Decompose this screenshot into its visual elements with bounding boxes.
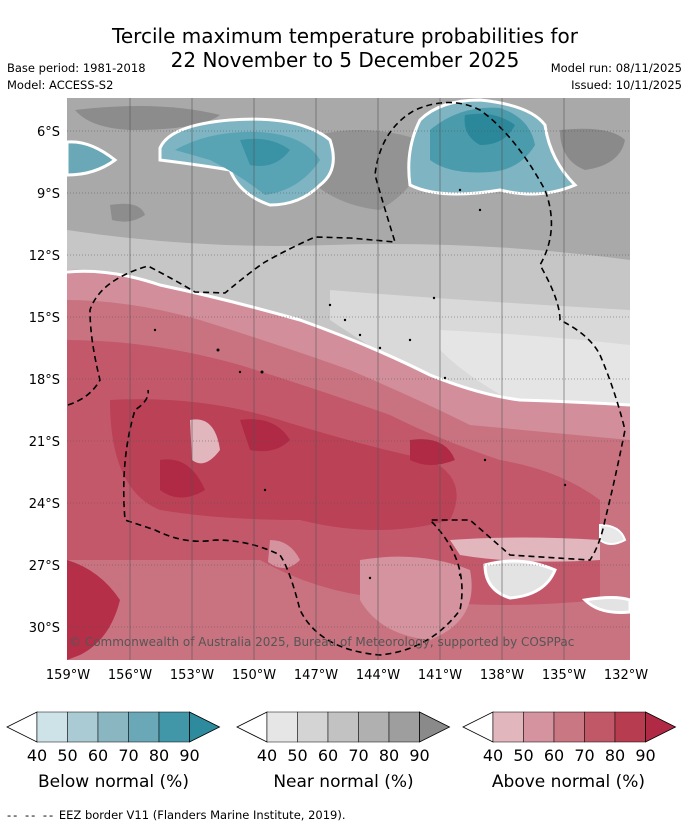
colorbar-tick-label: 60	[88, 746, 108, 765]
colorbar-tick-label: 70	[574, 746, 594, 765]
colorbars: 40 50 60 70 80 90 40 50 60 70 80 90 40 50 60 70 80 90	[6, 711, 677, 765]
gridlines	[67, 130, 630, 628]
lon-tick: 135°W	[542, 668, 586, 683]
colorbar-segment	[358, 711, 390, 743]
lat-tick: 24°S	[29, 497, 60, 512]
above-normal-title: Above normal (%)	[491, 772, 646, 792]
eez-borders	[67, 101, 626, 656]
below-normal-title: Below normal (%)	[38, 772, 189, 792]
colorbar-segment	[128, 711, 160, 743]
lat-tick: 6°S	[37, 125, 60, 140]
chart-title-line2: 22 November to 5 December 2025	[170, 48, 520, 72]
lon-tick: 138°W	[480, 668, 524, 683]
base-period-label: Base period: 1981-2018	[7, 61, 146, 75]
colorbar-extend-high	[189, 711, 221, 743]
island-markers	[153, 188, 567, 580]
issued-label: Issued: 10/11/2025	[571, 78, 682, 92]
colorbar-segment	[36, 711, 68, 743]
colorbar-segment	[388, 711, 420, 743]
colorbar-extend-low	[236, 711, 268, 743]
colorbar-tick-label: 80	[605, 746, 625, 765]
chart-title-line1: Tercile maximum temperature probabilitie…	[112, 24, 578, 48]
lon-tick: 153°W	[170, 668, 214, 683]
colorbar-extend-high	[419, 711, 451, 743]
colorbar-extend-low	[6, 711, 38, 743]
colorbar-segment	[158, 711, 190, 743]
eez-dash-legend: -- -- --	[7, 808, 56, 822]
colorbar-segment	[327, 711, 359, 743]
colorbar-tick-label: 80	[149, 746, 169, 765]
above-colorbar: 40 50 60 70 80 90	[462, 711, 677, 765]
colorbar-tick-label: 50	[513, 746, 533, 765]
lat-tick: 18°S	[29, 373, 60, 388]
colorbar-tick-label: 40	[27, 746, 47, 765]
colorbar-tick-label: 40	[483, 746, 503, 765]
latitude-axis: 6°S 9°S 12°S 15°S 18°S 21°S 24°S 27°S 30…	[29, 125, 60, 636]
colorbar-segment	[492, 711, 524, 743]
colorbar-tick-label: 90	[409, 746, 429, 765]
colorbar-segment	[67, 711, 99, 743]
colorbar-tick-label: 50	[57, 746, 77, 765]
lat-tick: 27°S	[29, 559, 60, 574]
colorbar-tick-label: 50	[287, 746, 307, 765]
model-run-label: Model run: 08/11/2025	[550, 61, 682, 75]
lon-tick: 156°W	[108, 668, 152, 683]
colorbar-segment	[297, 711, 329, 743]
colorbar-tick-label: 60	[544, 746, 564, 765]
model-label: Model: ACCESS-S2	[7, 78, 114, 92]
below-colorbar: 40 50 60 70 80 90	[6, 711, 221, 765]
lon-tick: 144°W	[356, 668, 400, 683]
eez-footnote-text: EEZ border V11 (Flanders Marine Institut…	[58, 808, 346, 822]
lon-tick: 132°W	[604, 668, 648, 683]
colorbar-tick-label: 80	[379, 746, 399, 765]
lat-tick: 21°S	[29, 435, 60, 450]
colorbar-extend-high	[645, 711, 677, 743]
lat-tick: 15°S	[29, 311, 60, 326]
colorbar-tick-label: 70	[348, 746, 368, 765]
near-colorbar: 40 50 60 70 80 90	[236, 711, 451, 765]
lon-tick: 141°W	[418, 668, 462, 683]
colorbar-segment	[553, 711, 585, 743]
lon-tick: 159°W	[46, 668, 90, 683]
lat-tick: 30°S	[29, 621, 60, 636]
lon-tick: 150°W	[232, 668, 276, 683]
colorbar-tick-label: 70	[118, 746, 138, 765]
colorbar-tick-label: 60	[318, 746, 338, 765]
colorbar-segment	[97, 711, 129, 743]
eez-footnote: -- -- -- EEZ border V11 (Flanders Marine…	[7, 808, 346, 822]
colorbar-segment	[614, 711, 646, 743]
colorbar-segment	[584, 711, 616, 743]
colorbar-tick-label: 90	[635, 746, 655, 765]
lat-tick: 12°S	[29, 249, 60, 264]
longitude-axis: 159°W 156°W 153°W 150°W 147°W 144°W 141°…	[46, 668, 648, 683]
meridians	[129, 98, 565, 660]
lat-tick: 9°S	[37, 187, 60, 202]
colorbar-extend-low	[462, 711, 494, 743]
colorbar-segment	[266, 711, 298, 743]
near-normal-title: Near normal (%)	[273, 772, 414, 792]
colorbar-tick-label: 40	[257, 746, 277, 765]
colorbar-segment	[523, 711, 555, 743]
colorbar-tick-label: 90	[179, 746, 199, 765]
copyright-notice: © Commonwealth of Australia 2025, Bureau…	[69, 635, 574, 649]
probability-map: © Commonwealth of Australia 2025, Bureau…	[6, 98, 677, 765]
lon-tick: 147°W	[294, 668, 338, 683]
map-field: © Commonwealth of Australia 2025, Bureau…	[67, 98, 630, 660]
